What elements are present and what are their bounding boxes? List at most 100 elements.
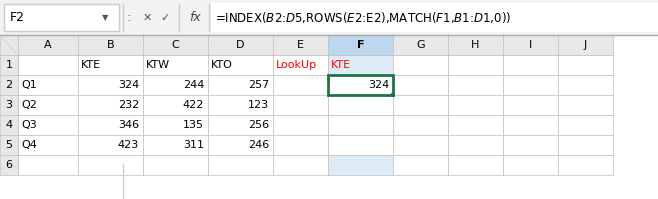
Bar <box>328 75 393 95</box>
Bar <box>393 55 448 75</box>
Bar <box>448 55 503 75</box>
Bar <box>393 35 448 55</box>
Bar <box>558 115 613 135</box>
Bar <box>143 135 208 155</box>
Text: :: : <box>127 11 131 24</box>
Bar <box>18 135 78 155</box>
Bar <box>503 135 558 155</box>
Text: 256: 256 <box>248 120 269 130</box>
Text: 257: 257 <box>248 80 269 90</box>
Bar <box>18 115 78 135</box>
Bar <box>448 155 503 175</box>
Text: 311: 311 <box>183 140 204 150</box>
Bar <box>328 75 393 95</box>
Bar <box>208 55 273 75</box>
Bar <box>143 55 208 75</box>
Bar <box>273 95 328 115</box>
Text: =INDEX($B$2:$D$5,ROWS($E$2:E2),MATCH($F$1,$B$1:$D$1,0)): =INDEX($B$2:$D$5,ROWS($E$2:E2),MATCH($F$… <box>215 10 511 25</box>
Text: 422: 422 <box>183 100 204 110</box>
Bar <box>273 135 328 155</box>
Bar <box>328 35 393 55</box>
Text: 123: 123 <box>248 100 269 110</box>
Bar <box>0 35 18 55</box>
Text: C: C <box>172 40 180 50</box>
Bar <box>328 75 393 95</box>
Bar <box>448 135 503 155</box>
Text: ✓: ✓ <box>161 13 170 22</box>
Bar <box>208 115 273 135</box>
Bar <box>78 75 143 95</box>
Text: KTW: KTW <box>146 60 170 70</box>
Bar <box>328 155 393 175</box>
Text: 5: 5 <box>5 140 13 150</box>
Bar <box>208 95 273 115</box>
Bar <box>273 55 328 75</box>
Bar <box>503 155 558 175</box>
Text: 2: 2 <box>5 80 13 90</box>
Text: 246: 246 <box>248 140 269 150</box>
Bar <box>503 55 558 75</box>
Bar <box>78 95 143 115</box>
Bar <box>143 115 208 135</box>
Bar <box>393 115 448 135</box>
Text: H: H <box>471 40 480 50</box>
Text: 244: 244 <box>183 80 204 90</box>
Bar <box>328 95 393 115</box>
Text: 4: 4 <box>5 120 13 130</box>
Bar <box>273 115 328 135</box>
Text: G: G <box>417 40 425 50</box>
Bar <box>208 155 273 175</box>
Text: 3: 3 <box>5 100 13 110</box>
Text: A: A <box>44 40 52 50</box>
Text: 324: 324 <box>368 80 389 90</box>
Bar <box>211 3 658 32</box>
Bar <box>448 95 503 115</box>
Bar <box>273 35 328 55</box>
Bar <box>328 135 393 155</box>
Text: F2: F2 <box>10 11 25 24</box>
Text: 324: 324 <box>368 80 389 90</box>
Text: LookUp: LookUp <box>276 60 317 70</box>
Bar <box>328 135 393 155</box>
Bar <box>18 95 78 115</box>
Bar <box>503 115 558 135</box>
Text: 232: 232 <box>118 100 139 110</box>
Text: B: B <box>107 40 114 50</box>
Bar <box>393 75 448 95</box>
Text: ▼: ▼ <box>102 13 109 22</box>
Bar <box>78 115 143 135</box>
Bar <box>393 155 448 175</box>
Text: Q4: Q4 <box>21 140 37 150</box>
Bar <box>78 155 143 175</box>
Text: Q3: Q3 <box>21 120 37 130</box>
Bar <box>4 4 119 31</box>
Text: I: I <box>529 40 532 50</box>
Bar <box>558 135 613 155</box>
Bar <box>78 55 143 75</box>
Text: 423: 423 <box>118 140 139 150</box>
Bar <box>18 55 78 75</box>
Text: 1: 1 <box>5 60 13 70</box>
Bar <box>18 35 78 55</box>
Bar <box>208 35 273 55</box>
Bar <box>143 35 208 55</box>
Bar <box>393 95 448 115</box>
Bar <box>448 75 503 95</box>
Bar <box>78 35 143 55</box>
Bar <box>391 93 395 97</box>
Text: KTO: KTO <box>211 60 233 70</box>
Bar <box>0 55 18 75</box>
Bar <box>558 155 613 175</box>
Bar <box>143 95 208 115</box>
Bar <box>328 115 393 135</box>
Bar <box>448 115 503 135</box>
Bar <box>393 135 448 155</box>
Bar <box>273 75 328 95</box>
Text: Q1: Q1 <box>21 80 37 90</box>
Text: fx: fx <box>189 11 201 24</box>
Text: ✕: ✕ <box>142 13 152 22</box>
Text: 135: 135 <box>183 120 204 130</box>
Bar <box>18 155 78 175</box>
Bar <box>78 135 143 155</box>
Bar <box>0 115 18 135</box>
